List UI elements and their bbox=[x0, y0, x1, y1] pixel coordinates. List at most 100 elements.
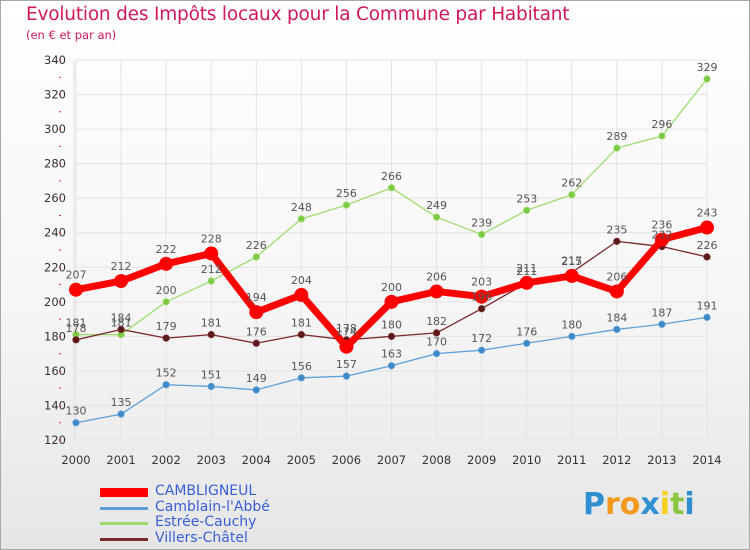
logo-letter: P bbox=[583, 487, 605, 522]
data-label: 174 bbox=[336, 326, 357, 339]
data-point bbox=[252, 253, 260, 261]
data-point bbox=[613, 144, 621, 152]
data-point bbox=[654, 232, 669, 247]
data-label: 184 bbox=[606, 311, 627, 324]
data-point bbox=[162, 298, 170, 306]
y-tick-label: 140 bbox=[44, 398, 66, 412]
data-point bbox=[162, 381, 170, 389]
x-tick-label: 2013 bbox=[647, 453, 676, 467]
x-tick-label: 2014 bbox=[692, 453, 721, 467]
x-tick-label: 2008 bbox=[422, 453, 451, 467]
data-point bbox=[387, 184, 396, 192]
data-point bbox=[69, 282, 83, 297]
x-tick-label: 2011 bbox=[557, 453, 586, 467]
data-label: 178 bbox=[336, 322, 357, 335]
data-label: 239 bbox=[471, 216, 492, 229]
logo-letter: i bbox=[659, 487, 671, 522]
y-tick-label: 220 bbox=[44, 260, 66, 274]
data-label: 262 bbox=[561, 177, 582, 190]
data-label: 232 bbox=[651, 229, 672, 242]
data-point bbox=[432, 213, 441, 221]
chart-title: Evolution des Impôts locaux pour la Comm… bbox=[26, 4, 570, 25]
x-tick-label: 2002 bbox=[152, 453, 181, 467]
data-point bbox=[72, 336, 80, 344]
data-point bbox=[478, 305, 486, 313]
data-point bbox=[387, 362, 396, 370]
data-point bbox=[700, 220, 714, 235]
data-label: 135 bbox=[111, 396, 132, 409]
data-label: 178 bbox=[66, 322, 87, 335]
data-label: 204 bbox=[291, 274, 312, 287]
data-point bbox=[523, 206, 531, 214]
data-label: 149 bbox=[246, 372, 267, 385]
data-point bbox=[297, 374, 305, 382]
x-tick-label: 2001 bbox=[106, 453, 135, 467]
data-label: 235 bbox=[606, 223, 627, 236]
data-point bbox=[609, 284, 624, 299]
data-point bbox=[387, 332, 396, 340]
data-label: 130 bbox=[66, 405, 87, 418]
data-point bbox=[478, 346, 486, 354]
x-tick-label: 2009 bbox=[467, 453, 496, 467]
data-point bbox=[474, 289, 489, 304]
data-label: 211 bbox=[516, 265, 537, 278]
data-label: 211 bbox=[516, 262, 537, 275]
chart-subtitle: (en € et par an) bbox=[26, 28, 117, 42]
data-label: 206 bbox=[426, 270, 447, 283]
data-point bbox=[117, 410, 125, 418]
data-point bbox=[703, 253, 711, 261]
data-point bbox=[207, 382, 215, 391]
y-tick-label: 260 bbox=[44, 191, 66, 205]
logo-letter: o bbox=[619, 487, 641, 522]
data-point bbox=[613, 325, 621, 334]
data-label: 236 bbox=[651, 219, 672, 232]
y-tick-label: 340 bbox=[44, 53, 66, 67]
data-label: 206 bbox=[606, 270, 627, 283]
legend-swatch-estree-cauchy bbox=[100, 522, 148, 525]
x-tick-label: 2000 bbox=[61, 453, 90, 467]
x-tick-label: 2005 bbox=[287, 453, 316, 467]
data-point bbox=[658, 320, 666, 328]
data-label: 200 bbox=[381, 281, 402, 294]
data-point bbox=[519, 275, 534, 290]
data-point bbox=[159, 256, 174, 271]
x-tick-label: 2007 bbox=[377, 453, 406, 467]
data-label: 176 bbox=[516, 325, 537, 338]
data-point bbox=[207, 277, 215, 285]
data-point bbox=[204, 246, 219, 261]
data-point bbox=[429, 284, 444, 299]
data-label: 243 bbox=[697, 207, 718, 220]
data-label: 157 bbox=[336, 358, 357, 371]
data-label: 222 bbox=[156, 243, 177, 256]
proxiti-logo: Proxiti bbox=[583, 487, 695, 522]
data-point bbox=[478, 230, 486, 239]
legend-swatch-camblain-l-abbe bbox=[100, 506, 148, 510]
x-tick-label: 2004 bbox=[242, 453, 271, 467]
x-tick-label: 2006 bbox=[332, 453, 361, 467]
y-tick-label: 120 bbox=[44, 433, 66, 447]
data-label: 176 bbox=[246, 325, 267, 338]
legend-label: CAMBLIGNEUL bbox=[155, 483, 257, 499]
data-label: 181 bbox=[111, 317, 132, 330]
data-label: 296 bbox=[651, 118, 672, 131]
data-label: 212 bbox=[201, 263, 222, 276]
data-label: 256 bbox=[336, 187, 357, 200]
data-label: 182 bbox=[426, 315, 447, 328]
data-point bbox=[568, 332, 576, 340]
data-label: 226 bbox=[697, 239, 718, 252]
data-point bbox=[568, 191, 576, 199]
x-tick-label: 2012 bbox=[602, 453, 631, 467]
data-point bbox=[339, 339, 354, 354]
data-point bbox=[297, 215, 305, 223]
data-point bbox=[342, 372, 351, 380]
data-point bbox=[297, 331, 305, 339]
data-label: 179 bbox=[156, 320, 177, 333]
data-point bbox=[207, 331, 215, 339]
x-tick-label: 2003 bbox=[197, 453, 226, 467]
data-label: 249 bbox=[426, 199, 447, 212]
data-label: 203 bbox=[471, 276, 492, 289]
data-point bbox=[342, 201, 351, 209]
data-point bbox=[162, 334, 170, 342]
data-point bbox=[294, 287, 309, 302]
